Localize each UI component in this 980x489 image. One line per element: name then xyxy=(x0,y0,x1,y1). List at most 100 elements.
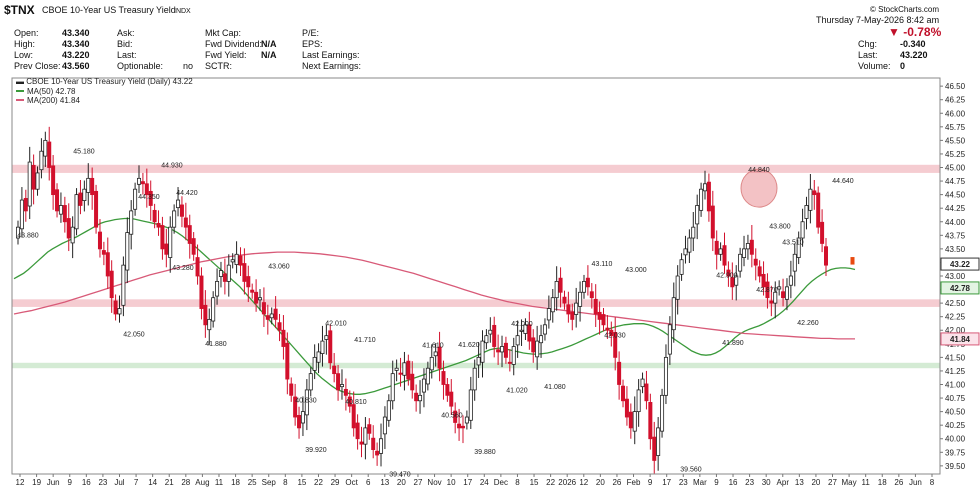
price-annotation: 39.560 xyxy=(680,467,702,474)
candle xyxy=(375,442,380,466)
candle-body xyxy=(86,177,91,193)
candle-body xyxy=(425,367,430,385)
y-tick-label: 42.50 xyxy=(945,299,966,308)
candle xyxy=(70,216,75,259)
candle-body xyxy=(480,340,485,363)
candle-body xyxy=(82,188,87,201)
y-tick-label: 43.50 xyxy=(945,245,966,254)
candle-body xyxy=(390,373,395,402)
candle-body xyxy=(617,361,622,385)
candle xyxy=(273,296,278,329)
candle xyxy=(137,165,142,194)
ma200-badge-box xyxy=(940,332,980,346)
last-price-badge-box xyxy=(940,257,980,271)
candle xyxy=(86,163,91,206)
candle xyxy=(601,308,606,332)
candle xyxy=(749,225,754,268)
candle xyxy=(293,383,298,426)
candle-body xyxy=(718,248,723,255)
candle-body xyxy=(488,329,493,335)
last-price-badge-text: 43.22 xyxy=(950,260,971,269)
candle xyxy=(121,256,126,317)
price-annotation: 43.060 xyxy=(268,264,290,271)
candle xyxy=(27,146,32,220)
candle xyxy=(824,238,829,276)
candle xyxy=(714,230,719,270)
candle-body xyxy=(699,188,704,211)
candle-body xyxy=(433,351,438,357)
quote-field: Last Earnings: xyxy=(302,50,382,61)
x-tick-label: Mar xyxy=(693,478,707,487)
y-tick-label: 46.25 xyxy=(945,96,966,105)
y-tick-label: 42.25 xyxy=(945,313,966,322)
candle-body xyxy=(816,192,821,228)
quote-field: EPS: xyxy=(302,39,382,50)
candle xyxy=(386,394,391,427)
y-tick-label: 40.00 xyxy=(945,435,966,444)
x-tick-label: Apr xyxy=(777,478,790,487)
x-tick-label: 25 xyxy=(248,478,257,487)
x-tick-label: 28 xyxy=(181,478,190,487)
candle xyxy=(488,317,493,343)
x-tick-label: 13 xyxy=(795,478,804,487)
x-tick-label: 22 xyxy=(314,478,323,487)
ma50-badge: 42.78 xyxy=(940,281,980,295)
x-tick-label: 17 xyxy=(463,478,472,487)
x-tick-label: Dec xyxy=(494,478,508,487)
price-annotation: 42.900 xyxy=(716,272,738,279)
candle xyxy=(609,321,614,347)
x-tick-label: Jun xyxy=(47,478,60,487)
price-annotation: 43.110 xyxy=(592,261,613,268)
highlight-circle xyxy=(740,168,778,208)
price-annotation: 41.880 xyxy=(205,341,227,348)
candle-body xyxy=(47,141,52,168)
candle xyxy=(484,329,489,350)
candle xyxy=(574,287,579,328)
candle xyxy=(117,295,122,323)
candle xyxy=(211,291,216,328)
quote-field: Mkt Cap: xyxy=(205,28,261,39)
ma50-badge-box xyxy=(940,281,980,295)
candle-body xyxy=(796,237,801,258)
price-annotation: 39.470 xyxy=(389,471,411,478)
candle xyxy=(222,258,227,295)
candle-body xyxy=(238,255,243,266)
price-annotation: 42.010 xyxy=(325,321,347,328)
candle-body xyxy=(195,257,200,277)
price-annotation: 43.000 xyxy=(625,267,647,274)
candle xyxy=(449,379,454,415)
x-tick-label: 23 xyxy=(679,478,688,487)
x-tick-label: Nov xyxy=(427,478,441,487)
quote-field-label: Ask: xyxy=(117,28,135,38)
candle xyxy=(558,267,563,308)
candle-body xyxy=(246,276,251,288)
candle xyxy=(800,208,805,247)
quote-field-label: Last: xyxy=(117,50,137,60)
quote-field-value: no xyxy=(183,61,194,71)
candle xyxy=(820,209,825,253)
candle-body xyxy=(546,308,551,321)
candle xyxy=(550,289,555,323)
candle xyxy=(258,289,263,311)
candle xyxy=(624,386,629,426)
candle-body xyxy=(523,324,528,334)
candle-body xyxy=(531,337,536,353)
candle-body xyxy=(667,324,672,355)
candle-body xyxy=(140,181,145,185)
candle xyxy=(43,131,48,167)
x-tick-label: Jul xyxy=(114,478,124,487)
quote-field-value: 43.340 xyxy=(62,39,90,49)
candle xyxy=(816,186,821,234)
candle-body xyxy=(792,253,797,272)
price-annotation: 44.350 xyxy=(138,194,160,201)
candle-body xyxy=(168,226,173,258)
candle-body xyxy=(183,217,188,228)
candle xyxy=(254,279,259,312)
candle xyxy=(804,196,809,230)
quote-field-label: Optionable: xyxy=(117,61,164,71)
quote-field-value: 43.560 xyxy=(62,61,90,71)
y-tick-label: 43.00 xyxy=(945,272,966,281)
candle-body xyxy=(418,394,423,402)
candle-body xyxy=(675,275,680,300)
candle-body xyxy=(749,239,754,255)
